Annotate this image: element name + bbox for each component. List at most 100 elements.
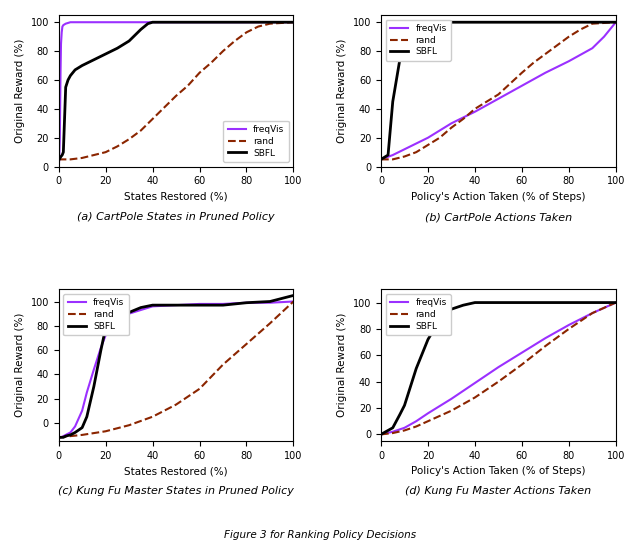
- rand: [553, 42, 561, 49]
- SBFL: [125, 38, 133, 44]
- SBFL: [243, 299, 250, 306]
- freqVis: [460, 114, 467, 121]
- freqVis: [83, 389, 91, 396]
- rand: [207, 373, 215, 380]
- rand: [471, 106, 479, 112]
- Line: freqVis: freqVis: [381, 302, 616, 434]
- rand: [612, 19, 620, 26]
- freqVis: [565, 58, 573, 64]
- SBFL: [71, 429, 79, 436]
- Line: freqVis: freqVis: [381, 22, 616, 159]
- freqVis: [55, 164, 63, 170]
- rand: [518, 361, 525, 368]
- freqVis: [148, 303, 156, 310]
- SBFL: [102, 325, 109, 331]
- freqVis: [412, 418, 420, 425]
- SBFL: [172, 19, 180, 26]
- SBFL: [436, 19, 444, 26]
- rand: [495, 378, 502, 385]
- SBFL: [377, 431, 385, 438]
- Legend: freqVis, rand, SBFL: freqVis, rand, SBFL: [385, 294, 451, 335]
- rand: [447, 407, 455, 414]
- rand: [172, 401, 180, 408]
- SBFL: [60, 434, 67, 440]
- freqVis: [55, 434, 63, 440]
- rand: [102, 149, 109, 155]
- SBFL: [447, 19, 455, 26]
- Text: Figure 3 for Ranking Policy Decisions: Figure 3 for Ranking Policy Decisions: [224, 530, 416, 540]
- freqVis: [60, 433, 67, 439]
- freqVis: [196, 301, 204, 307]
- SBFL: [196, 302, 204, 308]
- freqVis: [219, 301, 227, 307]
- SBFL: [102, 51, 109, 57]
- Line: SBFL: SBFL: [59, 22, 294, 159]
- rand: [495, 91, 502, 98]
- Line: rand: rand: [381, 302, 616, 434]
- freqVis: [471, 380, 479, 386]
- SBFL: [612, 19, 620, 26]
- SBFL: [90, 383, 98, 390]
- freqVis: [424, 410, 432, 416]
- rand: [565, 326, 573, 332]
- freqVis: [447, 120, 455, 126]
- freqVis: [62, 432, 70, 438]
- rand: [196, 385, 204, 392]
- freqVis: [600, 33, 608, 40]
- rand: [377, 156, 385, 162]
- rand: [55, 156, 63, 162]
- rand: [412, 423, 420, 430]
- SBFL: [389, 98, 397, 105]
- freqVis: [97, 344, 105, 351]
- rand: [436, 135, 444, 141]
- Y-axis label: Original Reward (%): Original Reward (%): [15, 39, 25, 143]
- SBFL: [55, 434, 63, 440]
- freqVis: [102, 19, 109, 26]
- freqVis: [436, 127, 444, 134]
- SBFL: [290, 292, 298, 299]
- SBFL: [396, 411, 404, 418]
- freqVis: [71, 423, 79, 429]
- X-axis label: States Restored (%): States Restored (%): [124, 467, 228, 476]
- SBFL: [460, 302, 467, 308]
- freqVis: [172, 302, 180, 308]
- rand: [254, 23, 262, 30]
- freqVis: [541, 69, 549, 76]
- freqVis: [412, 140, 420, 147]
- freqVis: [59, 23, 67, 30]
- rand: [125, 422, 133, 428]
- Line: rand: rand: [59, 22, 294, 159]
- rand: [401, 153, 408, 160]
- SBFL: [144, 20, 152, 27]
- freqVis: [565, 322, 573, 328]
- X-axis label: States Restored (%): States Restored (%): [124, 192, 228, 202]
- rand: [148, 414, 156, 420]
- SBFL: [71, 66, 79, 73]
- SBFL: [78, 425, 86, 431]
- Text: (c) Kung Fu Master States in Pruned Policy: (c) Kung Fu Master States in Pruned Poli…: [58, 487, 294, 496]
- rand: [541, 51, 549, 57]
- rand: [266, 320, 274, 326]
- rand: [219, 48, 227, 54]
- rand: [243, 29, 250, 35]
- SBFL: [97, 347, 105, 353]
- SBFL: [266, 298, 274, 305]
- Line: freqVis: freqVis: [59, 22, 294, 167]
- rand: [55, 434, 63, 440]
- freqVis: [67, 19, 74, 26]
- rand: [219, 361, 227, 368]
- freqVis: [137, 307, 145, 313]
- rand: [389, 430, 397, 437]
- rand: [577, 26, 584, 33]
- SBFL: [382, 428, 390, 435]
- freqVis: [389, 152, 397, 158]
- SBFL: [62, 84, 70, 90]
- SBFL: [67, 72, 74, 79]
- rand: [207, 59, 215, 66]
- freqVis: [62, 20, 70, 27]
- SBFL: [55, 156, 63, 162]
- SBFL: [382, 153, 390, 160]
- SBFL: [290, 19, 298, 26]
- SBFL: [541, 299, 549, 306]
- Legend: freqVis, rand, SBFL: freqVis, rand, SBFL: [385, 20, 451, 61]
